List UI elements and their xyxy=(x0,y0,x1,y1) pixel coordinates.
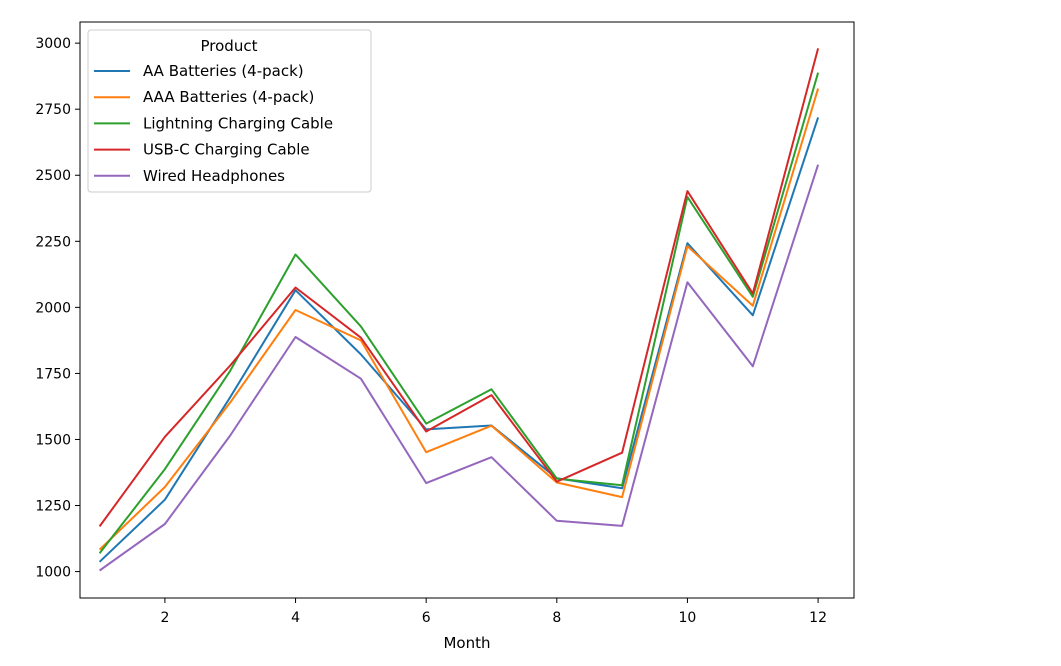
legend-label: AA Batteries (4-pack) xyxy=(143,62,304,80)
series-line-3 xyxy=(98,72,820,554)
x-tick-label: 8 xyxy=(552,610,561,626)
x-axis-label: Month xyxy=(443,634,490,652)
y-axis: 1000 1250 1500 1750 2000 2250 2500 2750 3000 xyxy=(35,36,80,581)
legend-label: USB-C Charging Cable xyxy=(143,141,310,159)
series-layer xyxy=(98,48,820,572)
legend-label: Wired Headphones xyxy=(143,167,285,185)
series-line-5 xyxy=(99,164,820,572)
y-tick-label: 1000 xyxy=(35,565,71,581)
y-tick-label: 3000 xyxy=(35,36,71,52)
y-tick-label: 2750 xyxy=(35,102,71,118)
y-tick-label: 1750 xyxy=(35,366,71,382)
legend-title: Product xyxy=(201,37,258,55)
legend-label: AAA Batteries (4-pack) xyxy=(143,88,314,106)
y-tick-label: 2250 xyxy=(35,234,71,250)
y-tick-label: 2000 xyxy=(35,300,71,316)
series-line-4 xyxy=(98,48,820,527)
plot-frame xyxy=(79,21,855,599)
x-tick-label: 6 xyxy=(422,610,431,626)
x-tick-label: 12 xyxy=(809,610,827,626)
x-tick-label: 4 xyxy=(291,610,300,626)
legend-label: Lightning Charging Cable xyxy=(143,114,333,132)
x-tick-label: 10 xyxy=(679,610,697,626)
y-tick-label: 2500 xyxy=(35,168,71,184)
x-axis: 2 4 6 8 10 12 xyxy=(160,598,827,626)
legend-frame xyxy=(87,29,372,193)
x-tick-label: 2 xyxy=(160,610,169,626)
series-line-2 xyxy=(98,88,820,551)
y-tick-label: 1500 xyxy=(35,432,71,448)
y-tick-label: 1250 xyxy=(35,499,71,515)
legend: Product AA Batteries (4-pack) AAA Batteri… xyxy=(87,29,372,193)
